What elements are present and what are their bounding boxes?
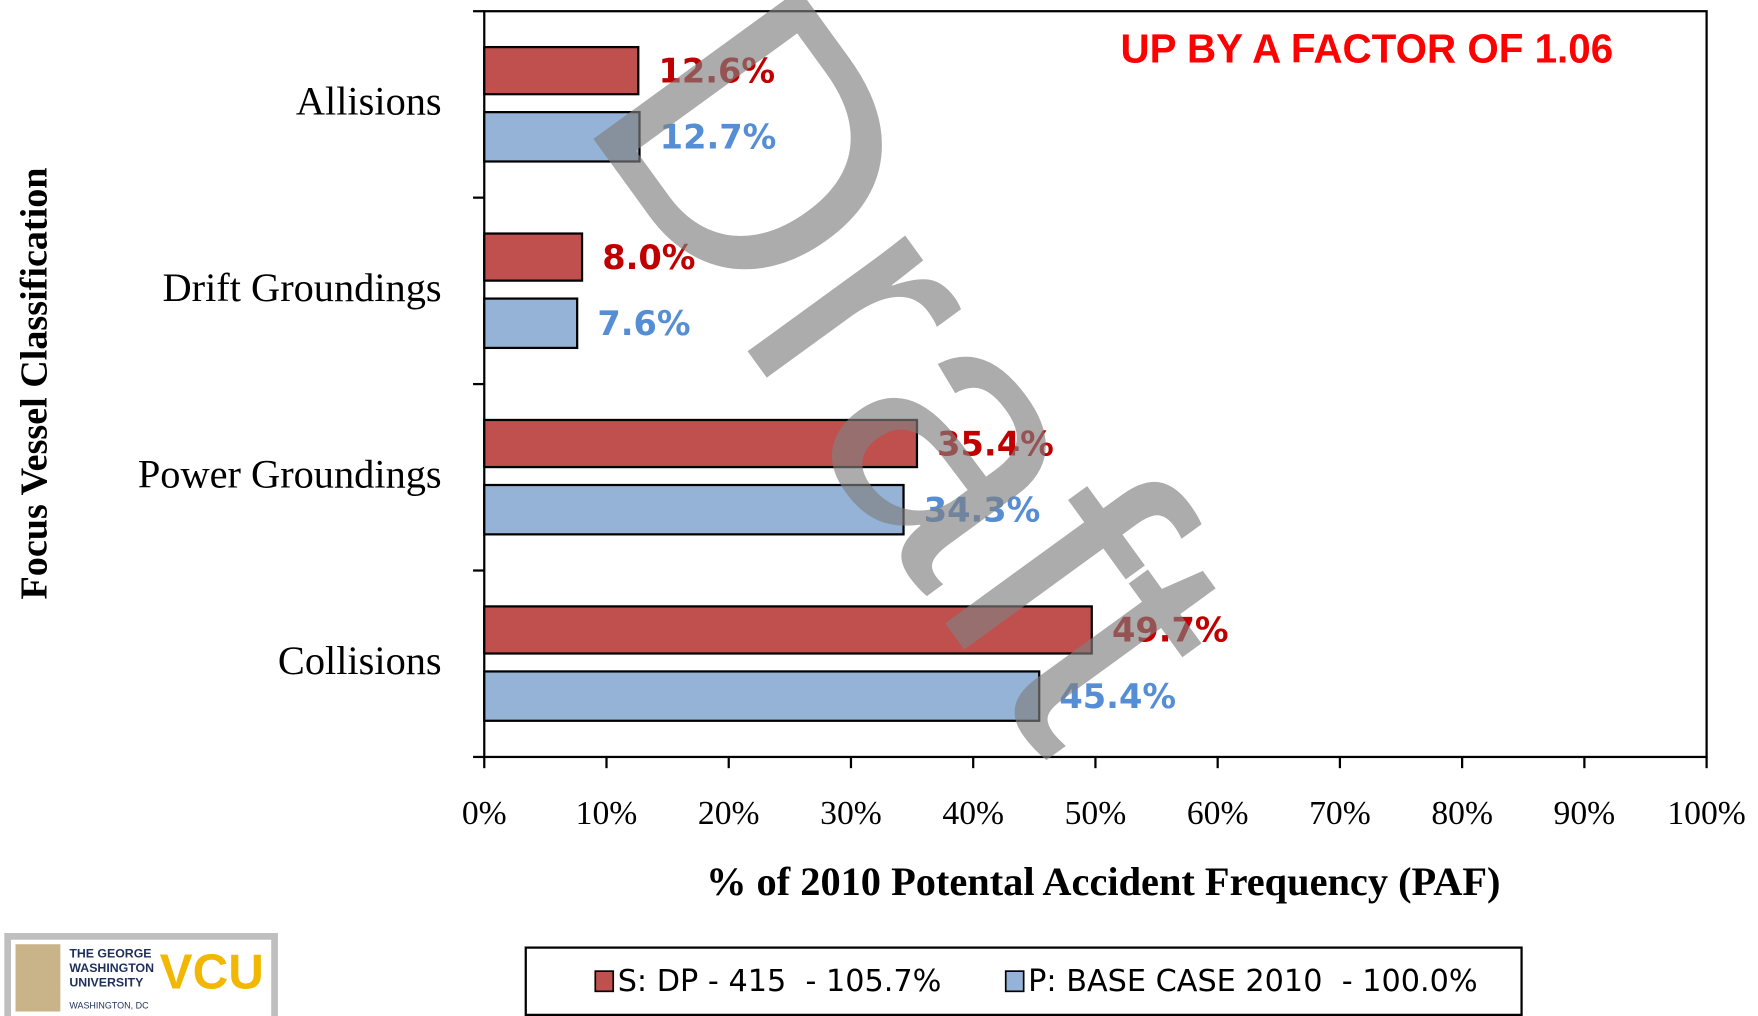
x-axis-title: % of 2010 Potental Accident Frequency (P… [706, 859, 1500, 904]
value-label: 49.7% [1112, 611, 1229, 650]
x-tick-label: 30% [820, 795, 882, 832]
logo-text: WASHINGTON, DC [69, 1000, 149, 1010]
bar [483, 232, 584, 282]
value-label: 12.7% [660, 118, 777, 157]
bar [483, 483, 905, 536]
logo-text: THE GEORGE [69, 947, 151, 961]
legend-swatch [594, 970, 615, 993]
x-tick-label: 60% [1187, 795, 1249, 832]
bar [483, 111, 641, 163]
x-tick-label: 40% [942, 795, 1004, 832]
bar [483, 418, 919, 469]
bar [483, 297, 579, 350]
logo-mark: VCU [160, 945, 264, 1000]
bar [483, 45, 640, 96]
logo-text: UNIVERSITY [69, 976, 144, 990]
value-label: 12.6% [658, 51, 775, 90]
x-tick-label: 50% [1065, 795, 1127, 832]
x-tick-label: 20% [698, 795, 760, 832]
x-tick-label: 10% [576, 795, 638, 832]
legend-label: S: DP - 415 - 105.7% [618, 964, 942, 999]
annotation: UP BY A FACTOR OF 1.06 [1120, 25, 1613, 71]
logo-text: WASHINGTON [69, 961, 154, 975]
y-tick-label: Power Groundings [138, 452, 442, 497]
value-label: 45.4% [1059, 677, 1176, 716]
value-label: 7.6% [597, 304, 690, 343]
value-label: 34.3% [924, 490, 1041, 529]
y-tick-label: Collisions [278, 638, 442, 683]
bar [483, 670, 1041, 722]
legend-swatch [1004, 970, 1025, 993]
logo: THE GEORGE WASHINGTON UNIVERSITY WASHING… [4, 933, 278, 1016]
x-tick-label: 80% [1431, 795, 1493, 832]
x-tick-label: 0% [462, 795, 507, 832]
legend-label: P: BASE CASE 2010 - 100.0% [1028, 964, 1478, 999]
bar [483, 605, 1093, 655]
x-tick-label: 90% [1554, 795, 1616, 832]
y-tick-label: Drift Groundings [163, 265, 442, 310]
x-tick-label: 100% [1667, 795, 1745, 832]
value-label: 35.4% [937, 424, 1054, 463]
y-axis-title: Focus Vessel Classification [14, 168, 56, 600]
logo-portrait [15, 944, 61, 1012]
y-tick-label: Allisions [296, 79, 442, 124]
value-label: 8.0% [602, 238, 695, 277]
x-tick-label: 70% [1309, 795, 1371, 832]
